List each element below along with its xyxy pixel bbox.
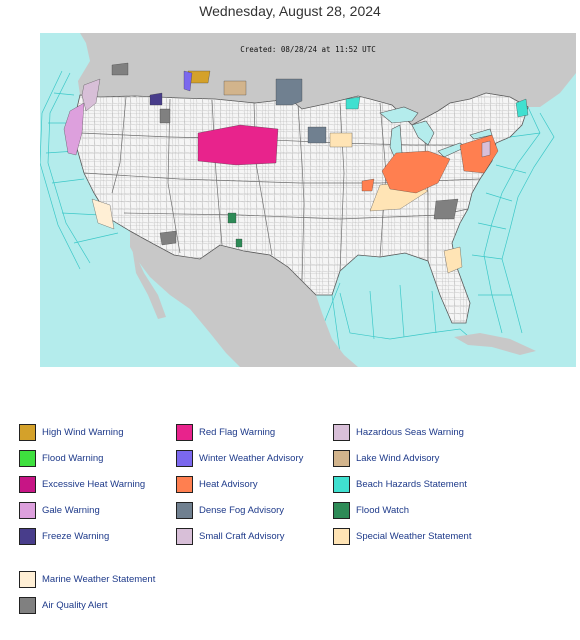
legend-item-heat-advisory: Heat Advisory	[176, 475, 258, 493]
legend-item-dense-fog-advisory: Dense Fog Advisory	[176, 501, 284, 519]
legend-label: Marine Weather Statement	[42, 573, 156, 585]
beach-hazards-area	[345, 96, 361, 110]
legend-label: Flood Watch	[356, 504, 409, 516]
map-created-stamp: Created: 08/28/24 at 11:52 UTC	[240, 45, 376, 54]
legend-item-excessive-heat-warning: Excessive Heat Warning	[19, 475, 145, 493]
legend-item-air-quality-alert: Air Quality Alert	[19, 596, 107, 614]
air-quality-area-3	[159, 108, 171, 124]
lake-wind-area	[223, 80, 247, 96]
legend-item-winter-weather-advisory: Winter Weather Advisory	[176, 449, 303, 467]
legend-item-flood-watch: Flood Watch	[333, 501, 409, 519]
legend-swatch	[176, 449, 193, 467]
legend-item-gale-warning: Gale Warning	[19, 501, 100, 519]
legend-swatch	[333, 501, 350, 519]
legend-item-marine-weather-statement: Marine Weather Statement	[19, 570, 155, 588]
legend-swatch	[19, 501, 36, 519]
legend-label: Winter Weather Advisory	[199, 452, 304, 464]
special-weather-area	[329, 132, 353, 148]
red-flag-area	[197, 124, 279, 166]
legend-label: Red Flag Warning	[199, 426, 276, 438]
canada-landmass	[40, 33, 576, 125]
legend-label: Special Weather Statement	[356, 530, 472, 542]
legend-label: Hazardous Seas Warning	[356, 426, 464, 438]
heat-advisory-area	[381, 150, 451, 194]
legend-label: Heat Advisory	[199, 478, 258, 490]
legend-swatch	[176, 475, 193, 493]
air-quality-area	[159, 230, 177, 246]
legend-label: High Wind Warning	[42, 426, 124, 438]
winter-weather-area	[183, 70, 193, 92]
legend-label: Flood Warning	[42, 452, 104, 464]
legend-label: Gale Warning	[42, 504, 100, 516]
legend-swatch	[176, 423, 193, 441]
alert-areas	[63, 62, 529, 274]
air-quality-area-4	[111, 62, 129, 76]
legend-label: Excessive Heat Warning	[42, 478, 146, 490]
special-weather-area-3	[443, 246, 463, 274]
legend-item-freeze-warning: Freeze Warning	[19, 527, 109, 545]
flood-watch-area-2	[235, 238, 243, 248]
legend-swatch	[19, 596, 36, 614]
legend-item-high-wind-warning: High Wind Warning	[19, 423, 123, 441]
cuba-landmass	[454, 333, 536, 355]
page-title: Wednesday, August 28, 2024	[199, 3, 381, 19]
legend-item-red-flag-warning: Red Flag Warning	[176, 423, 275, 441]
legend-swatch	[333, 449, 350, 467]
legend-swatch	[19, 449, 36, 467]
legend-item-special-weather-statement: Special Weather Statement	[333, 527, 471, 545]
legend-swatch	[333, 527, 350, 545]
map-canvas	[40, 33, 576, 367]
legend-swatch	[333, 423, 350, 441]
baja-peninsula	[132, 247, 166, 319]
dense-fog-area-2	[307, 126, 327, 144]
legend-item-beach-hazards-statement: Beach Hazards Statement	[333, 475, 467, 493]
legend-swatch	[176, 527, 193, 545]
air-quality-area-2	[433, 198, 459, 220]
legend-item-flood-warning: Flood Warning	[19, 449, 103, 467]
beach-hazards-area-2	[515, 98, 529, 118]
legend-swatch	[19, 475, 36, 493]
dense-fog-area	[275, 78, 303, 106]
alerts-map[interactable]: Created: 08/28/24 at 11:52 UTC	[40, 33, 576, 367]
legend-label: Small Craft Advisory	[199, 530, 285, 542]
hazardous-seas-area	[81, 78, 101, 112]
marine-weather-area	[91, 198, 115, 230]
legend-item-small-craft-advisory: Small Craft Advisory	[176, 527, 285, 545]
legend-swatch	[19, 423, 36, 441]
legend-label: Beach Hazards Statement	[356, 478, 467, 490]
mexico-landmass	[130, 231, 358, 367]
legend-swatch	[19, 527, 36, 545]
legend-swatch	[19, 570, 36, 588]
legend-label: Air Quality Alert	[42, 599, 108, 611]
legend-swatch	[176, 501, 193, 519]
legend-label: Freeze Warning	[42, 530, 110, 542]
freeze-warning-area	[149, 92, 163, 106]
small-craft-area	[481, 140, 491, 158]
flood-watch-area	[227, 212, 237, 224]
legend-label: Dense Fog Advisory	[199, 504, 285, 516]
legend-label: Lake Wind Advisory	[356, 452, 440, 464]
heat-advisory-area-3	[361, 178, 375, 192]
legend-item-hazardous-seas-warning: Hazardous Seas Warning	[333, 423, 464, 441]
marine-zones-west	[40, 70, 119, 270]
legend-swatch	[333, 475, 350, 493]
legend-item-lake-wind-advisory: Lake Wind Advisory	[333, 449, 439, 467]
